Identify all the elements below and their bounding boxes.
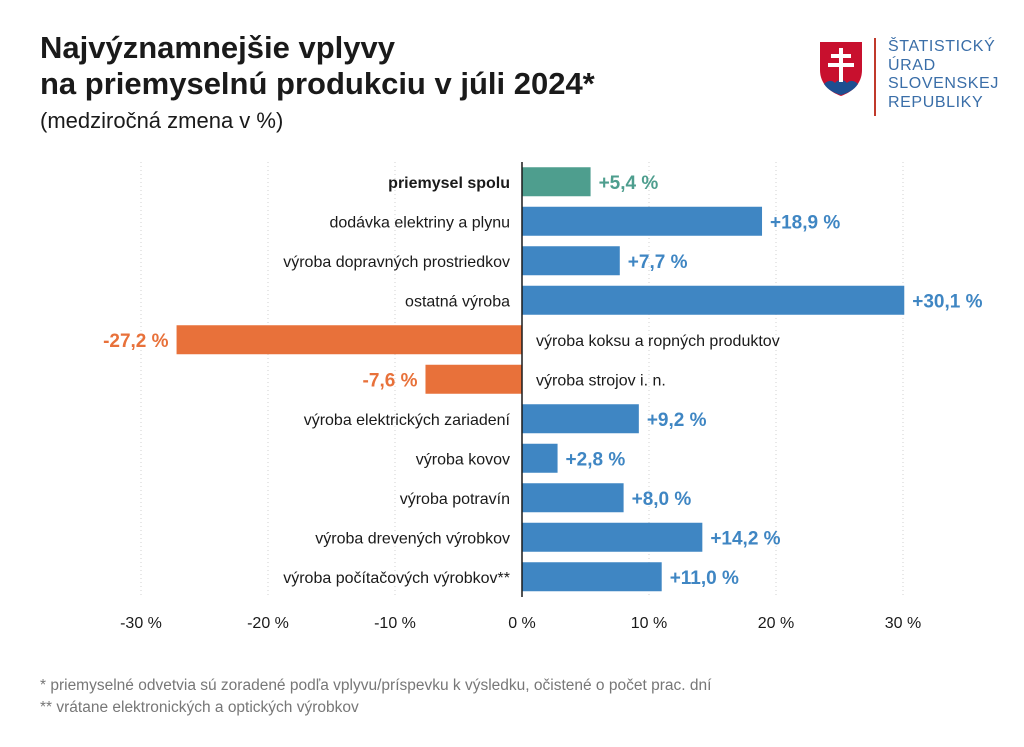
title-line-1: Najvýznamnejšie vplyvy: [40, 30, 395, 65]
footnote-2: ** vrátane elektronických a optických vý…: [40, 699, 359, 716]
x-tick-label: 30 %: [885, 615, 921, 632]
logo-line-1: ŠTATISTICKÝ: [888, 38, 996, 55]
x-tick-label: -30 %: [120, 615, 162, 632]
x-tick-label: -10 %: [374, 615, 416, 632]
slovak-coat-of-arms-icon: [820, 42, 862, 96]
category-label-2: výroba dopravných prostriedkov: [283, 254, 510, 271]
value-label-1: +18,9 %: [770, 212, 840, 233]
chart-title: Najvýznamnejšie vplyvy na priemyselnú pr…: [40, 30, 595, 102]
bar-9: [522, 522, 703, 552]
category-label-3: ostatná výroba: [405, 293, 510, 310]
bar-6: [522, 404, 639, 434]
title-line-2: na priemyselnú produkciu v júli 2024*: [40, 66, 595, 101]
category-label-10: výroba počítačových výrobkov**: [283, 570, 510, 587]
logo-line-3: SLOVENSKEJ: [888, 75, 999, 92]
x-tick-label: -20 %: [247, 615, 289, 632]
bar-3: [522, 285, 905, 315]
category-label-4: výroba koksu a ropných produktov: [536, 333, 780, 350]
bar-8: [522, 483, 624, 513]
footnote-1: * priemyselné odvetvia sú zoradené podľa…: [40, 677, 712, 694]
bar-chart: -30 % -20 % -10 % 0 % 10 % 20 % 30 % +5,4 % prie…: [103, 162, 983, 632]
category-label-0: priemysel spolu: [388, 175, 510, 192]
bar-5: [425, 364, 522, 394]
value-label-5: -7,6 %: [363, 370, 418, 391]
bar-0: [522, 167, 591, 197]
bar-7: [522, 443, 558, 473]
bar-2: [522, 246, 620, 276]
value-label-10: +11,0 %: [670, 568, 739, 589]
value-label-6: +9,2 %: [647, 410, 707, 431]
category-label-8: výroba potravín: [400, 491, 510, 508]
value-label-0: +5,4 %: [599, 173, 659, 194]
logo-text: ŠTATISTICKÝ ÚRAD SLOVENSKEJ REPUBLIKY: [888, 38, 999, 112]
category-label-7: výroba kovov: [416, 451, 510, 468]
x-tick-label: 20 %: [758, 615, 794, 632]
x-tick-label: 10 %: [631, 615, 667, 632]
value-label-8: +8,0 %: [632, 489, 692, 510]
category-label-6: výroba elektrických zariadení: [304, 412, 511, 429]
x-tick-label: 0 %: [508, 615, 536, 632]
logo-line-2: ÚRAD: [888, 56, 936, 74]
value-label-4: -27,2 %: [103, 331, 169, 352]
logo-divider: [874, 38, 876, 116]
bar-4: [176, 325, 522, 355]
bar-10: [522, 562, 662, 592]
statistical-office-logo: ŠTATISTICKÝ ÚRAD SLOVENSKEJ REPUBLIKY: [818, 38, 1008, 122]
category-label-9: výroba drevených výrobkov: [315, 530, 510, 547]
chart-subtitle: (medziročná zmena v %): [40, 108, 284, 133]
value-label-7: +2,8 %: [566, 449, 626, 470]
value-label-3: +30,1 %: [912, 291, 982, 312]
category-label-5: výroba strojov i. n.: [536, 372, 666, 389]
category-label-1: dodávka elektriny a plynu: [329, 214, 510, 231]
value-label-9: +14,2 %: [710, 528, 780, 549]
bar-1: [522, 206, 763, 236]
value-label-2: +7,7 %: [628, 252, 688, 273]
logo-line-4: REPUBLIKY: [888, 93, 984, 111]
